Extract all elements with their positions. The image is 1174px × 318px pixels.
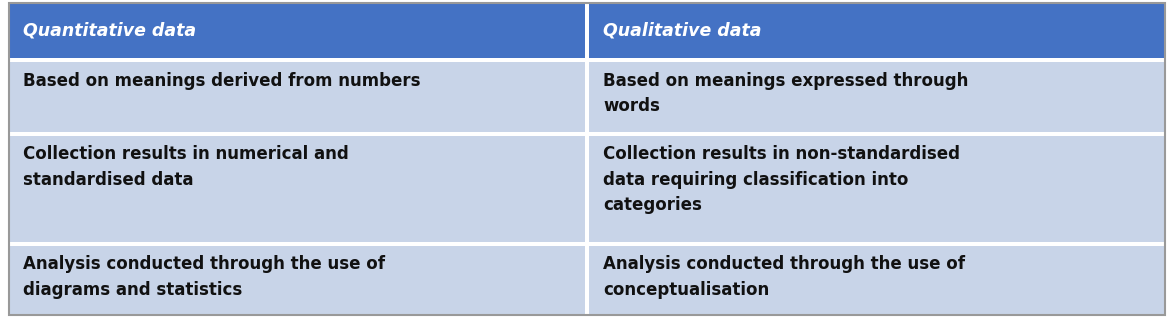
Bar xyxy=(9,58,1165,62)
Bar xyxy=(9,58,1165,62)
Bar xyxy=(589,242,1165,315)
Text: Based on meanings derived from numbers: Based on meanings derived from numbers xyxy=(23,72,421,90)
Bar xyxy=(589,58,1165,132)
Text: Collection results in numerical and
standardised data: Collection results in numerical and stan… xyxy=(23,145,349,189)
Bar xyxy=(585,242,589,315)
Bar xyxy=(589,3,1165,58)
Text: Analysis conducted through the use of
conceptualisation: Analysis conducted through the use of co… xyxy=(603,255,965,299)
Bar xyxy=(9,58,585,132)
Text: Collection results in non-standardised
data requiring classification into
catego: Collection results in non-standardised d… xyxy=(603,145,960,214)
Text: Qualitative data: Qualitative data xyxy=(603,21,762,39)
Text: Quantitative data: Quantitative data xyxy=(23,21,196,39)
Bar xyxy=(585,58,589,132)
Bar xyxy=(9,132,1165,135)
Bar xyxy=(585,132,589,242)
Bar xyxy=(9,242,1165,246)
Text: Based on meanings expressed through
words: Based on meanings expressed through word… xyxy=(603,72,969,115)
Text: Analysis conducted through the use of
diagrams and statistics: Analysis conducted through the use of di… xyxy=(23,255,385,299)
Bar xyxy=(9,3,585,58)
Bar xyxy=(9,132,585,242)
Bar xyxy=(589,132,1165,242)
Bar xyxy=(9,242,585,315)
Bar xyxy=(585,3,589,58)
